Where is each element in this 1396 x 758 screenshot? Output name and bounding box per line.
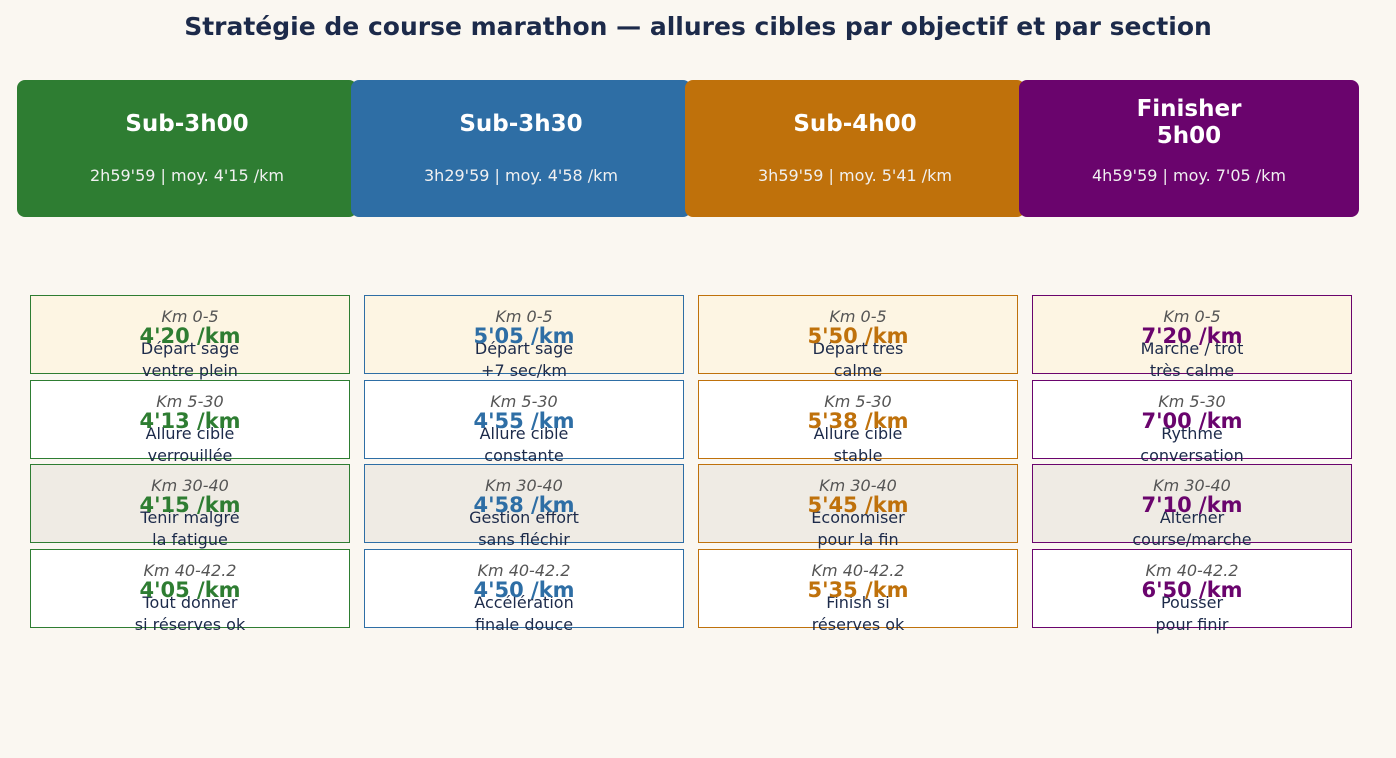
section-km-label: Km 40-42.2 xyxy=(143,561,237,580)
target-pace: 5'38 /km xyxy=(807,409,909,433)
section-cell: Km 0-5 Départ très calme 5'50 /km xyxy=(698,295,1018,380)
section-note: Départ sage ventre plein xyxy=(140,339,240,380)
goal-name: Sub-3h00 xyxy=(125,111,249,137)
target-pace: 5'05 /km xyxy=(473,324,575,348)
goal-header: Sub-3h00 2h59'59 | moy. 4'15 /km xyxy=(17,80,357,217)
section-km-label: Km 30-40 xyxy=(1153,476,1231,495)
goal-name: Finisher 5h00 xyxy=(1136,96,1242,149)
section-km-label: Km 40-42.2 xyxy=(477,561,571,580)
section-km-label: Km 0-5 xyxy=(1163,307,1221,326)
goal-name: Sub-3h30 xyxy=(459,111,583,137)
section-cell: Km 5-30 Allure cible stable 5'38 /km xyxy=(698,380,1018,465)
section-cell: Km 5-30 Allure cible constante 4'55 /km xyxy=(364,380,684,465)
target-pace: 4'05 /km xyxy=(139,578,241,602)
target-pace: 4'13 /km xyxy=(139,409,241,433)
section-cell: Km 30-40 Économiser pour la fin 5'45 /km xyxy=(698,464,1018,549)
section-cell: Km 0-5 Départ sage ventre plein 4'20 /km xyxy=(30,295,350,380)
section-km-label: Km 5-30 xyxy=(1158,392,1226,411)
section-note: Départ sage +7 sec/km xyxy=(474,339,574,380)
target-pace: 4'55 /km xyxy=(473,409,575,433)
section-note: Alterner course/marche xyxy=(1132,508,1252,549)
section-note: Accélération finale douce xyxy=(474,593,574,634)
section-cell: Km 30-40 Gestion effort sans fléchir 4'58 … xyxy=(364,464,684,549)
section-note: Gestion effort sans fléchir xyxy=(469,508,579,549)
target-pace: 4'58 /km xyxy=(473,493,575,517)
section-note: Rythme conversation xyxy=(1140,424,1244,465)
target-pace: 4'15 /km xyxy=(139,493,241,517)
goal-subtitle: 3h29'59 | moy. 4'58 /km xyxy=(424,166,618,185)
section-km-label: Km 30-40 xyxy=(485,476,563,495)
section-km-label: Km 0-5 xyxy=(829,307,887,326)
goal-subtitle: 3h59'59 | moy. 5'41 /km xyxy=(758,166,952,185)
goal-name: Sub-4h00 xyxy=(793,111,917,137)
section-cell: Km 40-42.2 Tout donner si réserves ok 4'05… xyxy=(30,549,350,634)
target-pace: 4'20 /km xyxy=(139,324,241,348)
section-note: Pousser pour finir xyxy=(1155,593,1229,634)
section-cell: Km 0-5 Départ sage +7 sec/km 5'05 /km xyxy=(364,295,684,380)
section-cell: Km 30-40 Tenir malgré la fatigue 4'15 /km xyxy=(30,464,350,549)
section-km-label: Km 5-30 xyxy=(824,392,892,411)
goal-header: Sub-4h00 3h59'59 | moy. 5'41 /km xyxy=(685,80,1025,217)
target-pace: 5'35 /km xyxy=(807,578,909,602)
section-km-label: Km 30-40 xyxy=(819,476,897,495)
goal-subtitle: 4h59'59 | moy. 7'05 /km xyxy=(1092,166,1286,185)
goal-subtitle: 2h59'59 | moy. 4'15 /km xyxy=(90,166,284,185)
target-pace: 5'45 /km xyxy=(807,493,909,517)
goal-header: Sub-3h30 3h29'59 | moy. 4'58 /km xyxy=(351,80,691,217)
section-km-label: Km 0-5 xyxy=(161,307,219,326)
target-pace: 4'50 /km xyxy=(473,578,575,602)
target-pace: 6'50 /km xyxy=(1141,578,1243,602)
section-km-label: Km 5-30 xyxy=(490,392,558,411)
section-note: Allure cible stable xyxy=(813,424,903,465)
section-km-label: Km 30-40 xyxy=(151,476,229,495)
section-cell: Km 5-30 Allure cible verrouillée 4'13 /km xyxy=(30,380,350,465)
section-cell: Km 0-5 Marche / trot très calme 7'20 /km xyxy=(1032,295,1352,380)
section-km-label: Km 40-42.2 xyxy=(1145,561,1239,580)
section-cell: Km 40-42.2 Finish si réserves ok 5'35 /km xyxy=(698,549,1018,634)
section-note: Tenir malgré la fatigue xyxy=(140,508,240,549)
section-cell: Km 5-30 Rythme conversation 7'00 /km xyxy=(1032,380,1352,465)
section-note: Allure cible verrouillée xyxy=(145,424,235,465)
page-title: Stratégie de course marathon — allures c… xyxy=(184,12,1212,41)
section-km-label: Km 0-5 xyxy=(495,307,553,326)
section-km-label: Km 40-42.2 xyxy=(811,561,905,580)
section-note: Économiser pour la fin xyxy=(811,508,905,549)
target-pace: 7'10 /km xyxy=(1141,493,1243,517)
section-km-label: Km 5-30 xyxy=(156,392,224,411)
section-note: Marche / trot très calme xyxy=(1140,339,1244,380)
target-pace: 5'50 /km xyxy=(807,324,909,348)
section-cell: Km 30-40 Alterner course/marche 7'10 /km xyxy=(1032,464,1352,549)
section-note: Finish si réserves ok xyxy=(811,593,905,634)
target-pace: 7'00 /km xyxy=(1141,409,1243,433)
section-note: Allure cible constante xyxy=(479,424,569,465)
target-pace: 7'20 /km xyxy=(1141,324,1243,348)
section-cell: Km 40-42.2 Pousser pour finir 6'50 /km xyxy=(1032,549,1352,634)
section-note: Départ très calme xyxy=(812,339,904,380)
section-note: Tout donner si réserves ok xyxy=(134,593,246,634)
section-cell: Km 40-42.2 Accélération finale douce 4'50 … xyxy=(364,549,684,634)
goal-header: Finisher 5h00 4h59'59 | moy. 7'05 /km xyxy=(1019,80,1359,217)
